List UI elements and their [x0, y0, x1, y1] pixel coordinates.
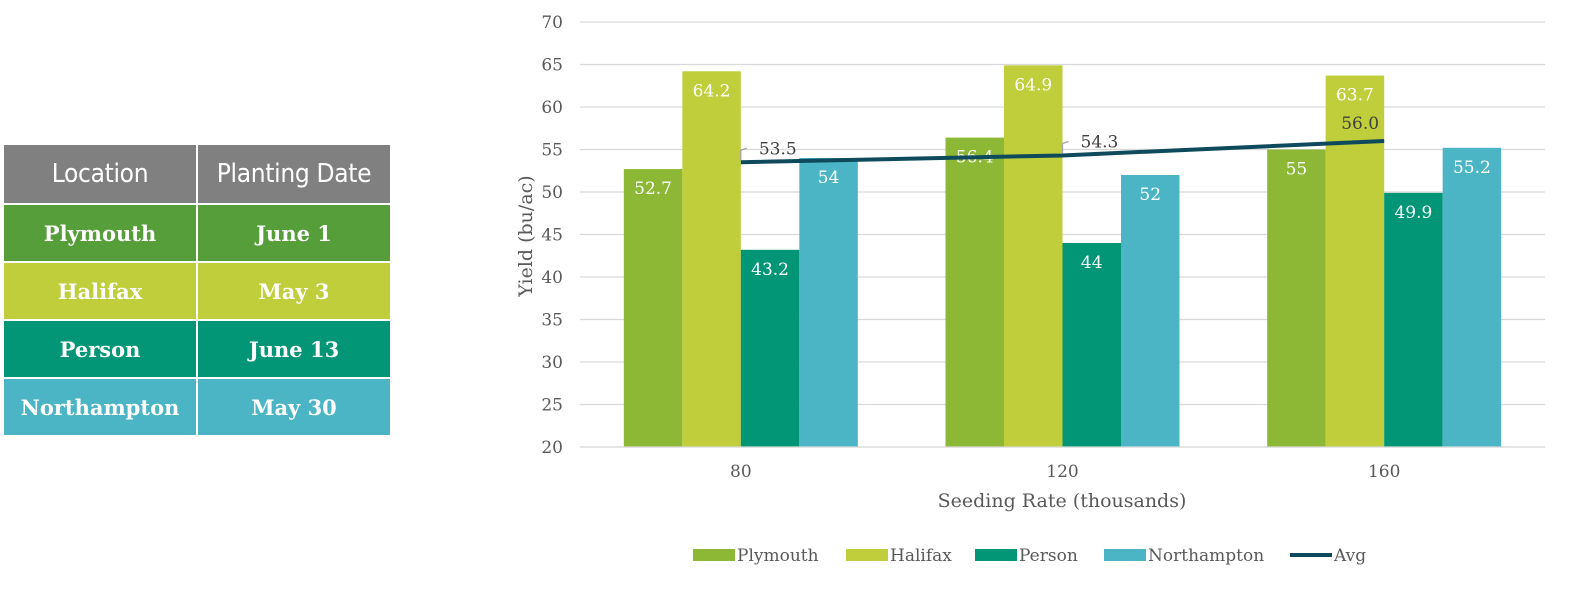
- table-row: Northampton May 30: [2, 377, 392, 437]
- y-tick-label: 45: [541, 226, 563, 246]
- bar-data-label: 54: [818, 168, 840, 188]
- bar: [740, 249, 800, 447]
- bar-data-label: 43.2: [751, 260, 789, 280]
- avg-data-label: 56.0: [1341, 114, 1379, 134]
- y-tick-label: 20: [541, 438, 563, 458]
- bar: [1121, 175, 1180, 447]
- y-tick-label: 55: [541, 141, 563, 161]
- table-row: Person June 13: [2, 319, 392, 379]
- y-tick-label: 50: [541, 183, 563, 203]
- bar-data-label: 63.7: [1336, 86, 1374, 106]
- y-tick-label: 30: [541, 353, 563, 373]
- bar: [1267, 149, 1326, 447]
- bar-data-label: 55.2: [1453, 158, 1491, 178]
- table-row: Plymouth June 1: [2, 203, 392, 263]
- x-tick-label: 160: [1368, 462, 1400, 482]
- bar-data-label: 55: [1286, 160, 1308, 180]
- bar: [945, 137, 1004, 447]
- bar-data-label: 49.9: [1394, 203, 1432, 223]
- row-location: Northampton: [2, 377, 198, 437]
- row-date: June 1: [196, 203, 392, 263]
- x-tick-label: 120: [1046, 462, 1078, 482]
- legend-label: Plymouth: [737, 546, 819, 566]
- avg-data-label: 53.5: [759, 139, 797, 159]
- bar-data-label: 52.7: [634, 179, 672, 199]
- bar: [1384, 192, 1443, 447]
- legend-swatch: [846, 549, 888, 561]
- avg-data-label: 54.3: [1081, 132, 1119, 152]
- y-tick-label: 35: [541, 311, 563, 331]
- legend-swatch: [1104, 549, 1146, 561]
- row-date: June 13: [196, 319, 392, 379]
- y-tick-label: 25: [541, 396, 563, 416]
- avg-line: [740, 139, 1385, 165]
- bar: [1062, 243, 1121, 447]
- avg-line-layer: 53.5 54.3 56.0: [740, 114, 1385, 165]
- avg-label-leader: [1061, 140, 1069, 154]
- row-location: Plymouth: [2, 203, 198, 263]
- legend-label: Avg: [1333, 546, 1366, 566]
- row-location: Person: [2, 319, 198, 379]
- bar: [1325, 75, 1385, 448]
- bar-data-label: 64.2: [693, 81, 731, 101]
- y-tick-label: 65: [541, 56, 563, 76]
- y-tick-label: 40: [541, 268, 563, 288]
- x-tick-label: 80: [730, 462, 752, 482]
- header-location: Location: [2, 143, 198, 205]
- x-axis-title: Seeding Rate (thousands): [938, 490, 1187, 512]
- bar: [682, 71, 741, 448]
- bar-data-label: 52: [1139, 185, 1161, 205]
- header-planting-date: Planting Date: [196, 143, 392, 205]
- bar: [799, 158, 858, 447]
- y-tick-label: 70: [541, 13, 563, 33]
- legend-label: Person: [1019, 546, 1078, 566]
- legend-label: Northampton: [1148, 546, 1264, 566]
- bar: [623, 169, 683, 448]
- table-header-row: Location Planting Date: [2, 143, 392, 205]
- row-date: May 3: [196, 261, 392, 321]
- bar: [1442, 147, 1502, 448]
- legend-label: Halifax: [890, 546, 952, 566]
- avg-label-leader: [740, 147, 748, 161]
- row-date: May 30: [196, 377, 392, 437]
- legend-swatch: [693, 549, 735, 561]
- row-location: Halifax: [2, 261, 198, 321]
- table-row: Halifax May 3: [2, 261, 392, 321]
- bar-data-label: 64.9: [1014, 75, 1052, 95]
- bar-data-label: 44: [1081, 253, 1103, 273]
- planting-date-table: Location Planting Date Plymouth June 1 H…: [2, 143, 392, 437]
- bar: [1004, 65, 1063, 447]
- chart-legend: Plymouth Halifax Person Northampton Avg: [693, 546, 1366, 566]
- y-axis-title: Yield (bu/ac): [515, 175, 537, 297]
- chart-axes: 20 25 30 35 40 45 50 55 60 65 70 80 120 160: [541, 13, 1545, 482]
- y-tick-label: 60: [541, 98, 563, 118]
- legend-swatch: [975, 549, 1017, 561]
